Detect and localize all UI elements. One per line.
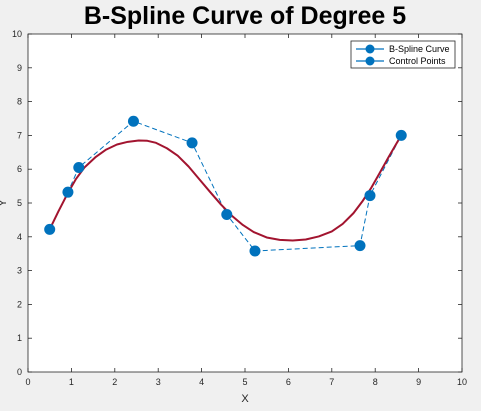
x-tick-label: 3 (156, 377, 161, 387)
control-point-marker (73, 162, 85, 174)
control-point-marker (44, 223, 56, 235)
x-tick-label: 5 (242, 377, 247, 387)
control-point-marker (127, 115, 139, 127)
x-tick-label: 10 (457, 377, 467, 387)
x-axis-label: X (241, 393, 249, 405)
y-tick-label: 8 (17, 97, 22, 107)
legend-marker-control (365, 56, 375, 66)
chart-title: B-Spline Curve of Degree 5 (84, 2, 406, 30)
x-tick-label: 9 (416, 377, 421, 387)
y-tick-label: 4 (17, 232, 22, 242)
y-tick-label: 2 (17, 299, 22, 309)
control-point-marker (249, 245, 261, 257)
y-tick-label: 10 (12, 29, 22, 39)
legend-label-spline: B-Spline Curve (389, 44, 450, 54)
y-tick-label: 5 (17, 198, 22, 208)
x-tick-label: 7 (329, 377, 334, 387)
x-tick-label: 0 (25, 377, 30, 387)
control-point-marker (62, 186, 74, 198)
legend-marker-spline (365, 44, 375, 54)
control-point-marker (186, 137, 198, 149)
x-tick-label: 6 (286, 377, 291, 387)
y-tick-label: 0 (17, 367, 22, 377)
y-axis-label: Y (0, 199, 9, 207)
y-tick-label: 7 (17, 130, 22, 140)
legend-label-control: Control Points (389, 56, 446, 66)
x-tick-label: 4 (199, 377, 204, 387)
x-tick-label: 2 (112, 377, 117, 387)
control-polygon-line (49, 120, 402, 252)
legend: B-Spline Curve Control Points (350, 40, 456, 69)
control-point-marker (221, 208, 233, 220)
plot-area (27, 33, 463, 373)
control-point-marker (354, 240, 366, 252)
spline-curve-line (48, 134, 403, 242)
y-tick-label: 3 (17, 266, 22, 276)
control-point-marker (395, 129, 407, 141)
x-tick-label: 8 (373, 377, 378, 387)
y-tick-label: 6 (17, 164, 22, 174)
y-tick-label: 9 (17, 63, 22, 73)
control-point-marker (364, 190, 376, 202)
y-tick-label: 1 (17, 333, 22, 343)
x-tick-label: 1 (69, 377, 74, 387)
